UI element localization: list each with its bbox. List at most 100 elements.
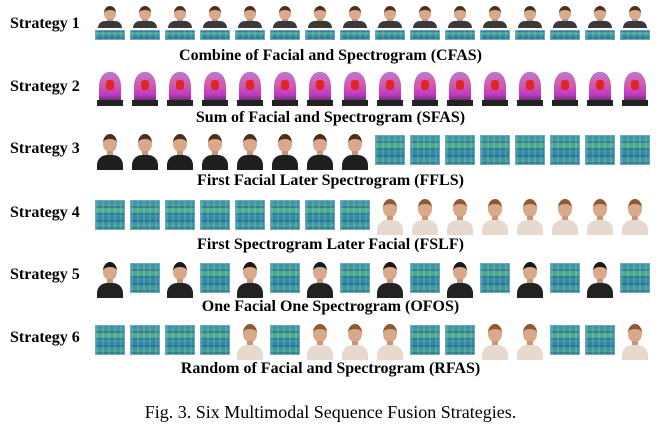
tile-strip [95, 130, 655, 170]
facial-image [515, 320, 545, 360]
strategy-row-1: Strategy 1 Combine of Facial and Spectro… [0, 6, 661, 70]
spectrogram-image [130, 30, 160, 40]
facial-image [585, 258, 615, 298]
facial-image [480, 4, 510, 44]
fused-image [620, 70, 650, 106]
spectrogram-image [445, 325, 475, 355]
strategy-label: Strategy 4 [10, 204, 80, 221]
strategy-caption: First Facial Later Spectrogram (FFLS) [197, 172, 464, 189]
facial-image [585, 195, 615, 235]
facial-image [445, 4, 475, 44]
spectrogram-image [95, 325, 125, 355]
spectrogram-image [95, 30, 125, 40]
facial-image [445, 258, 475, 298]
spectrogram-image [340, 263, 370, 293]
spectrogram-image [95, 200, 125, 230]
facial-image [515, 258, 545, 298]
facial-image [410, 195, 440, 235]
spectrogram-image [445, 30, 475, 40]
spectrogram-image [620, 263, 650, 293]
facial-image [235, 320, 265, 360]
strategy-caption: Combine of Facial and Spectrogram (CFAS) [179, 47, 482, 64]
facial-image [585, 4, 615, 44]
facial-image [375, 320, 405, 360]
facial-image [375, 258, 405, 298]
spectrogram-image [515, 30, 545, 40]
tile-strip [95, 6, 655, 46]
facial-image [480, 320, 510, 360]
fused-image [130, 70, 160, 106]
facial-image [165, 130, 195, 170]
facial-image [620, 4, 650, 44]
spectrogram-image [235, 200, 265, 230]
spectrogram-image [305, 200, 335, 230]
tile-strip [95, 70, 655, 110]
strategy-label: Strategy 3 [10, 140, 80, 157]
facial-image [200, 4, 230, 44]
spectrogram-image [620, 135, 650, 165]
facial-image [130, 4, 160, 44]
facial-image [375, 195, 405, 235]
spectrogram-image [340, 30, 370, 40]
spectrogram-image [270, 200, 300, 230]
strategy-row-3: Strategy 3 First Facial Later Spectrogra… [0, 130, 661, 194]
facial-image [550, 195, 580, 235]
facial-image [515, 195, 545, 235]
facial-image [480, 195, 510, 235]
strategy-caption: One Facial One Spectrogram (OFOS) [201, 298, 460, 315]
spectrogram-image [620, 30, 650, 40]
fused-image [165, 70, 195, 106]
tile-strip [95, 258, 655, 298]
spectrogram-image [480, 263, 510, 293]
strategy-row-5: Strategy 5 One Facial One Spectrogram (O… [0, 258, 661, 322]
spectrogram-image [270, 30, 300, 40]
fused-image [200, 70, 230, 106]
facial-image [130, 130, 160, 170]
facial-image [340, 320, 370, 360]
spectrogram-image [445, 135, 475, 165]
spectrogram-image [305, 30, 335, 40]
facial-image [235, 258, 265, 298]
facial-image [620, 320, 650, 360]
spectrogram-image [550, 135, 580, 165]
facial-image [270, 130, 300, 170]
spectrogram-image [200, 200, 230, 230]
spectrogram-image [375, 135, 405, 165]
spectrogram-image [550, 325, 580, 355]
facial-image [305, 320, 335, 360]
strategy-row-2: Strategy 2 Sum of Facial and Spectrogram… [0, 70, 661, 134]
facial-image [550, 4, 580, 44]
spectrogram-image [165, 325, 195, 355]
spectrogram-image [130, 263, 160, 293]
spectrogram-image [200, 325, 230, 355]
fused-image [445, 70, 475, 106]
facial-image [165, 4, 195, 44]
facial-image [515, 4, 545, 44]
facial-image [305, 258, 335, 298]
spectrogram-image [585, 135, 615, 165]
fused-image [95, 70, 125, 106]
spectrogram-image [410, 30, 440, 40]
strategy-label: Strategy 1 [10, 15, 80, 32]
fused-image [480, 70, 510, 106]
strategy-caption: First Spectrogram Later Facial (FSLF) [197, 236, 464, 253]
facial-image [305, 4, 335, 44]
tile-strip [95, 195, 655, 235]
spectrogram-image [480, 30, 510, 40]
spectrogram-image [585, 325, 615, 355]
fused-image [375, 70, 405, 106]
facial-image [95, 258, 125, 298]
spectrogram-image [550, 263, 580, 293]
fused-image [270, 70, 300, 106]
spectrogram-image [585, 30, 615, 40]
fused-image [235, 70, 265, 106]
facial-image [340, 130, 370, 170]
facial-image [620, 195, 650, 235]
facial-image [235, 4, 265, 44]
spectrogram-image [235, 30, 265, 40]
strategy-caption: Random of Facial and Spectrogram (RFAS) [180, 360, 481, 377]
spectrogram-image [130, 325, 160, 355]
spectrogram-image [410, 325, 440, 355]
spectrogram-image [165, 200, 195, 230]
